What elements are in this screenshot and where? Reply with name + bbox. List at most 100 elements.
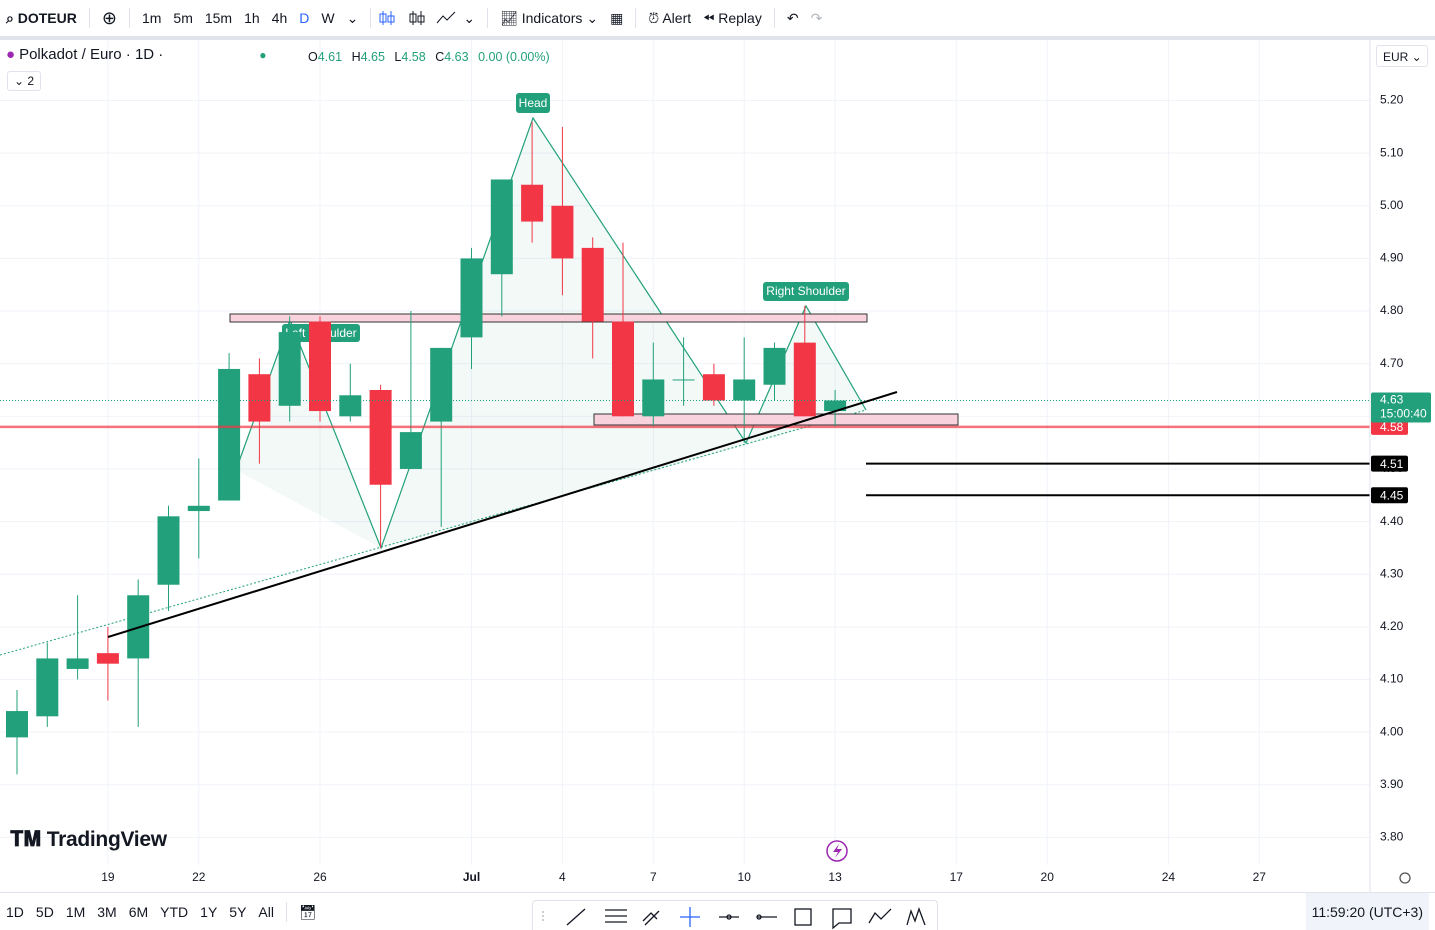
status-dot: ● (259, 47, 267, 62)
currency: EUR (1383, 50, 1409, 64)
last-price-box (1371, 392, 1431, 423)
goto-date[interactable]: 📅︎ (298, 903, 317, 920)
interval[interactable]: 4h (271, 10, 288, 26)
range[interactable]: 1M (65, 904, 86, 920)
indicators: Indicators (521, 9, 583, 26)
ohlc-value: 4.61 (317, 50, 343, 64)
interval-dropdown[interactable]: ⌄ (346, 9, 359, 26)
drawing-tools[interactable] (533, 901, 937, 930)
x-tick-label: 17 (950, 870, 964, 884)
y-tick-label: 4.80 (1380, 303, 1404, 317)
y-tick-label: 4.70 (1380, 356, 1404, 370)
separator (773, 8, 775, 28)
interval[interactable]: 5m (173, 10, 193, 26)
undo-button[interactable]: ↶ (786, 9, 799, 26)
candle-body (672, 379, 695, 381)
price-label-box (1371, 487, 1408, 504)
range[interactable]: 6M (128, 904, 149, 920)
y-tick-label: 4.30 (1380, 566, 1404, 580)
interval[interactable]: 15m (204, 10, 233, 26)
price-label: 4.45 (1380, 488, 1404, 502)
candle-body (157, 516, 180, 585)
range[interactable]: 3M (97, 904, 117, 920)
separator (635, 8, 637, 28)
y-tick-label: 4.90 (1380, 251, 1404, 265)
resistance-zone (229, 313, 868, 323)
candle-body (430, 347, 453, 422)
annotation-right-shoulder: Right Shoulder (766, 284, 845, 298)
symbol-search[interactable]: ⌕ DOTEUR (6, 9, 77, 26)
candle-body (612, 321, 634, 417)
candle-body (66, 658, 89, 669)
layouts-button[interactable]: ▦ (610, 9, 624, 26)
alert-button[interactable]: ⏰︎ Alert (648, 9, 692, 26)
price-label-box (1371, 418, 1408, 435)
chart-type-dropdown[interactable]: ⌄ (463, 9, 476, 26)
separator (128, 8, 130, 28)
indicators-button[interactable]: 📈︎ Indicators ⌄ (500, 9, 599, 26)
y-tick-label: 5.20 (1380, 93, 1404, 107)
range[interactable]: 5D (35, 904, 54, 920)
change: 0.00 (0.00%) (478, 50, 550, 64)
separator (487, 8, 489, 28)
range[interactable]: 1Y (200, 904, 218, 920)
symbol-icon: ● (6, 46, 16, 63)
x-tick-label: 7 (650, 870, 657, 884)
label-box (516, 93, 550, 113)
interval[interactable]: 1m (141, 10, 162, 26)
y-tick-label: 4.20 (1380, 619, 1404, 633)
candle-body (248, 374, 271, 422)
ohlc-values: O4.61 H4.65 L4.58 C4.63 0.00 (0.00%) (308, 50, 556, 64)
candle-body (6, 711, 28, 738)
events-bolt (833, 844, 842, 858)
annotation-head: Head (519, 96, 548, 110)
axes: 3.803.904.004.104.204.304.404.504.604.70… (101, 93, 1431, 884)
last-price-label: 4.63 (1380, 393, 1404, 407)
ohlc-value: 4.65 (360, 50, 385, 64)
redo-button[interactable]: ↷ (810, 9, 823, 26)
collapse-badge[interactable]: ⌄ 2 (7, 71, 42, 91)
currency-select[interactable]: EUR ⌄ (1376, 45, 1428, 67)
candle-body (460, 258, 483, 338)
clock[interactable]: 11:59:20 (UTC+3) (1305, 893, 1429, 930)
x-tick-label: 26 (313, 870, 327, 884)
price-label: 4.58 (1380, 420, 1404, 434)
candle-body (187, 505, 210, 512)
interval[interactable]: 1h (244, 10, 260, 26)
candle-body (36, 658, 59, 717)
countdown: 15:00:40 (1380, 407, 1427, 421)
y-tick-label: 3.80 (1380, 830, 1404, 844)
x-tick-label: 13 (828, 870, 842, 884)
settings-icon[interactable] (1399, 872, 1411, 884)
range[interactable]: YTD (160, 904, 189, 920)
y-tick-label: 4.10 (1380, 672, 1404, 686)
drawing-toolbar (532, 900, 938, 930)
y-tick-label: 4.40 (1380, 514, 1404, 528)
ohlc-label: O (308, 50, 318, 64)
symbol: DOTEUR (17, 9, 77, 26)
replay-button[interactable]: ⏪︎ Replay (703, 9, 762, 26)
candles (0, 121, 1370, 775)
bottom-toolbar: 1D 5D 1M 3M 6M YTD 1Y 5Y All 📅︎ 11:59:20… (0, 892, 1435, 930)
candle-body (490, 179, 513, 275)
candle-body (733, 379, 756, 401)
range[interactable]: 5Y (229, 904, 247, 920)
ohlc-value: 4.63 (444, 50, 469, 64)
candle-body (824, 400, 847, 412)
grid (0, 40, 1370, 865)
x-tick-label: Jul (463, 870, 480, 884)
interval[interactable]: D (299, 10, 310, 26)
compare-button[interactable]: ⊕ (101, 7, 117, 28)
chart-type-buttons[interactable] (377, 8, 457, 28)
range[interactable]: 1D (6, 904, 24, 920)
legend-title: Polkadot / Euro · 1D · (19, 46, 164, 63)
count: 2 (27, 74, 35, 88)
events-icon[interactable] (826, 840, 848, 862)
x-tick-label: 10 (738, 870, 752, 884)
interval[interactable]: W (321, 10, 335, 26)
candle-body (96, 653, 119, 664)
candle-body (521, 184, 544, 222)
x-tick-label: 19 (101, 870, 115, 884)
range[interactable]: All (258, 904, 274, 920)
